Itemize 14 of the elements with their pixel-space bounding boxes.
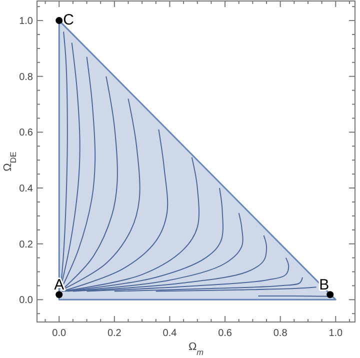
x-tick-label: 0.6 [218, 328, 232, 339]
x-tick-label: 0.0 [52, 328, 67, 339]
y-tick-label: 0.8 [19, 72, 34, 83]
x-tick-label: 0.8 [273, 328, 288, 339]
y-tick-label: 0.0 [19, 295, 34, 306]
x-tick-label: 1.0 [328, 328, 344, 339]
y-tick-label: 0.2 [19, 239, 34, 250]
y-tick-label: 0.4 [19, 184, 34, 195]
y-tick-label: 0.6 [19, 128, 34, 139]
y-tick-label: 1.0 [19, 16, 34, 28]
x-axis-title: Ω$_{m}$ [188, 341, 204, 356]
data-label: C [63, 12, 74, 29]
x-tick-label: 0.4 [162, 328, 178, 339]
x-tick-label: 0.2 [107, 328, 122, 339]
